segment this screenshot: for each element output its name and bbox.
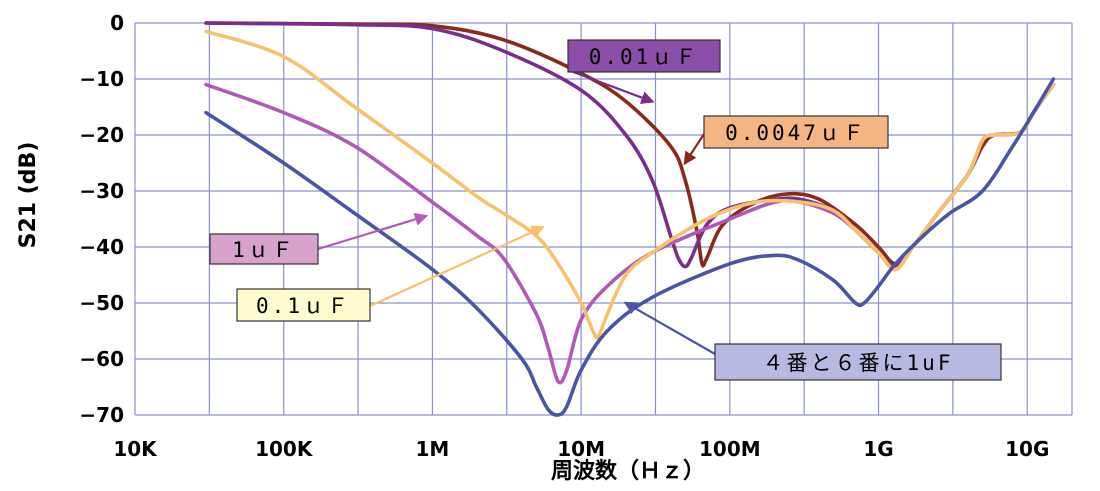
y-tick-label: −50 xyxy=(79,291,124,315)
x-tick-label: 10M xyxy=(557,437,605,461)
callout-label: 0.1ｕＦ xyxy=(256,294,351,318)
x-tick-label: 10G xyxy=(1005,437,1049,461)
callout-label: 0.01ｕＦ xyxy=(589,45,700,69)
x-tick-label: 10K xyxy=(113,437,158,461)
callout-box xyxy=(567,39,721,73)
y-tick-label: −10 xyxy=(79,67,124,91)
callout-box xyxy=(236,288,371,322)
y-tick-label: −40 xyxy=(79,235,124,259)
callout-box xyxy=(714,343,1002,381)
series-lines xyxy=(204,21,1056,417)
y-tick-label: −20 xyxy=(79,123,124,147)
callout-arrow xyxy=(623,301,716,355)
series-line xyxy=(204,77,1056,417)
x-axis-tick-labels: 10K 100K 1M 10M 100M 1G 10G xyxy=(113,437,1049,461)
y-axis-tick-labels: 0 −10 −20 −30 −40 −50 −60 −70 xyxy=(79,11,124,427)
series-line xyxy=(204,29,1056,340)
x-tick-label: 1M xyxy=(415,437,449,461)
x-tick-label: 1G xyxy=(863,437,893,461)
x-axis-title: 周波数（Ｈｚ） xyxy=(551,458,705,484)
callout-arrow xyxy=(683,133,705,166)
callout-label: 0.0047ｕＦ xyxy=(725,121,867,145)
callout-label: 1ｕＦ xyxy=(232,238,296,262)
x-tick-label: 100K xyxy=(255,437,314,461)
y-tick-label: 0 xyxy=(110,11,124,35)
y-tick-label: −60 xyxy=(79,347,124,371)
callout-arrow xyxy=(567,68,655,104)
callout-box xyxy=(209,233,319,265)
y-tick-label: −30 xyxy=(79,179,124,203)
callout-label: ４番と６番に1uF xyxy=(763,351,954,375)
x-tick-label: 100M xyxy=(699,437,761,461)
callout-box xyxy=(703,115,889,149)
y-axis-title: S21 (dB) xyxy=(16,142,41,249)
y-tick-label: −70 xyxy=(79,403,124,427)
callout-arrow xyxy=(317,212,429,251)
callout-arrow xyxy=(369,225,545,308)
series-callouts: 0.01ｕＦ 0.0047ｕＦ 1ｕＦ 0.1ｕＦ ４番と６番に1uF xyxy=(209,39,1002,381)
